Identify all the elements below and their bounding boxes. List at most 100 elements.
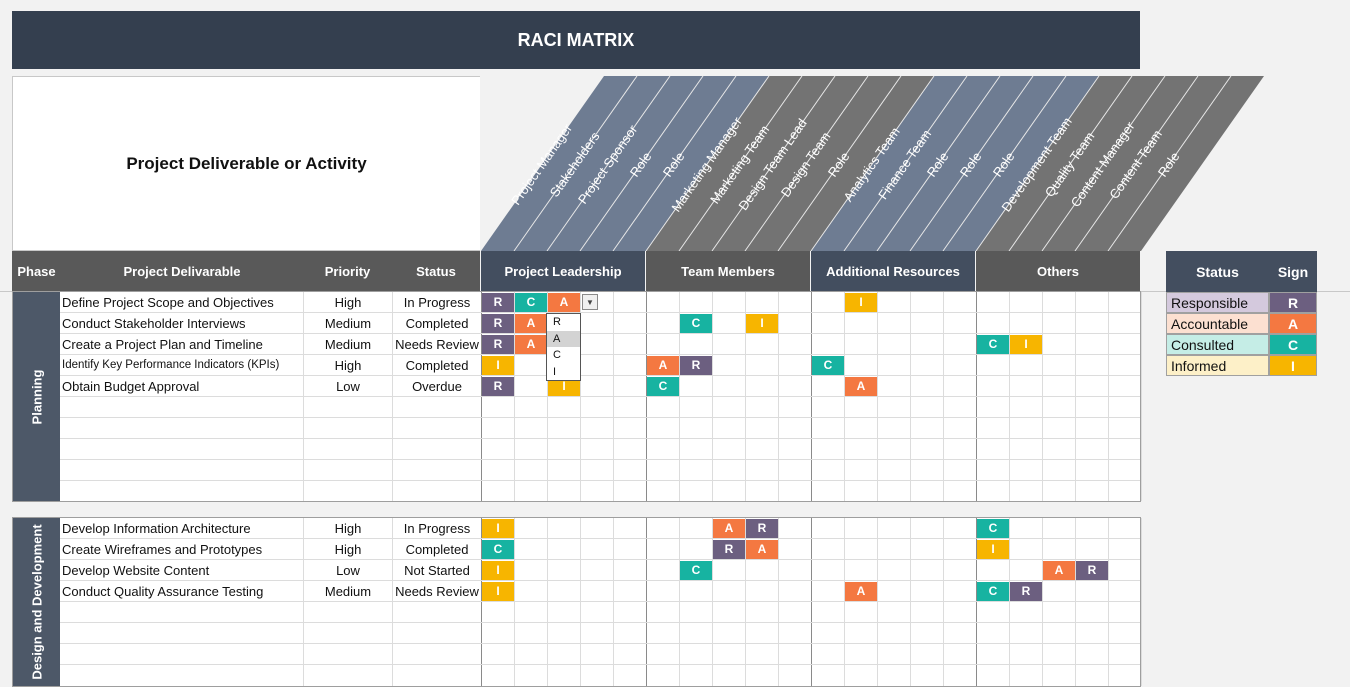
legend: Status Sign Responsible R Accountable A Cons… (1166, 251, 1317, 376)
raci-badge[interactable]: A (515, 335, 547, 354)
raci-badge[interactable]: I (482, 561, 514, 580)
priority-cell[interactable]: High (334, 295, 362, 310)
raci-badge[interactable]: I (1010, 335, 1042, 354)
role-divider (909, 75, 1034, 252)
status-cell[interactable]: Overdue (412, 379, 462, 394)
raci-badge[interactable]: I (482, 582, 514, 601)
raci-badge[interactable]: A (713, 519, 745, 538)
deliverable-cell[interactable]: Develop Information Architecture (62, 521, 251, 536)
status-cell[interactable]: Completed (405, 316, 469, 331)
grid-vline (778, 518, 779, 686)
grid-vline (712, 518, 713, 686)
priority-cell[interactable]: Medium (324, 316, 372, 331)
status-cell[interactable]: Needs Review (395, 337, 479, 352)
legend-sign: R (1269, 292, 1317, 313)
deliverable-cell[interactable]: Define Project Scope and Objectives (62, 295, 274, 310)
phase-label: Planning (29, 369, 44, 424)
legend-status-header: Status (1166, 251, 1269, 292)
raci-badge[interactable]: C (977, 519, 1009, 538)
raci-badge[interactable]: I (845, 293, 877, 312)
priority-cell[interactable]: Medium (324, 584, 372, 599)
raci-badge[interactable]: A (845, 582, 877, 601)
raci-badge[interactable]: R (482, 314, 514, 333)
raci-badge[interactable]: R (482, 293, 514, 312)
priority-cell[interactable]: Medium (324, 337, 372, 352)
priority-cell[interactable]: High (334, 521, 362, 536)
role-divider (843, 75, 968, 252)
role-divider (777, 75, 902, 252)
col-phase-header: Phase (12, 251, 61, 292)
priority-cell[interactable]: High (334, 358, 362, 373)
grid-hline (60, 333, 1140, 334)
raci-badge[interactable]: R (482, 335, 514, 354)
raci-badge[interactable]: C (680, 561, 712, 580)
status-cell[interactable]: Completed (405, 542, 469, 557)
deliverable-cell[interactable]: Identify Key Performance Indicators (KPI… (62, 359, 280, 371)
status-cell[interactable]: Needs Review (395, 584, 479, 599)
raci-badge[interactable]: A (845, 377, 877, 396)
role-divider (612, 75, 737, 252)
grid-vline (303, 518, 304, 686)
priority-cell[interactable]: High (334, 542, 362, 557)
raci-badge[interactable]: C (482, 540, 514, 559)
role-group-band (481, 76, 769, 251)
deliverable-cell[interactable]: Create a Project Plan and Timeline (62, 337, 263, 352)
raci-badge[interactable]: R (1010, 582, 1042, 601)
raci-badge[interactable]: A (746, 540, 778, 559)
dropdown-option[interactable]: A (547, 330, 580, 347)
raci-badge[interactable]: R (482, 377, 514, 396)
priority-cell[interactable]: Low (336, 379, 360, 394)
raci-badge[interactable]: A (548, 293, 580, 312)
raci-badge[interactable]: C (680, 314, 712, 333)
raci-badge[interactable]: I (746, 314, 778, 333)
raci-badge[interactable]: R (713, 540, 745, 559)
raci-badge[interactable]: A (1043, 561, 1075, 580)
dropdown-arrow-icon[interactable]: ▼ (582, 294, 598, 310)
phase-block-design: Design and Development Develop Informatio… (12, 517, 1142, 687)
raci-badge[interactable]: R (746, 519, 778, 538)
role-divider (678, 75, 803, 252)
status-cell[interactable]: Completed (405, 358, 469, 373)
dropdown-option[interactable]: C (553, 349, 561, 361)
raci-badge[interactable]: C (647, 377, 679, 396)
status-cell[interactable]: Not Started (404, 563, 470, 578)
grid-vline (580, 518, 581, 686)
raci-badge[interactable]: R (680, 356, 712, 375)
raci-badge[interactable]: I (482, 356, 514, 375)
raci-badge[interactable]: C (977, 335, 1009, 354)
deliverable-cell[interactable]: Conduct Stakeholder Interviews (62, 316, 246, 331)
priority-cell[interactable]: Low (336, 563, 360, 578)
raci-badge[interactable]: C (515, 293, 547, 312)
grid-vline (613, 518, 614, 686)
grid-hline (60, 459, 1140, 460)
legend-label: Consulted (1166, 334, 1269, 355)
deliverable-cell[interactable]: Obtain Budget Approval (62, 379, 200, 394)
raci-badge[interactable]: C (812, 356, 844, 375)
role-divider (876, 75, 1001, 252)
deliverable-cell[interactable]: Conduct Quality Assurance Testing (62, 584, 264, 599)
dropdown-option[interactable]: I (553, 365, 557, 378)
raci-badge[interactable]: C (977, 582, 1009, 601)
deliverable-cell[interactable]: Create Wireframes and Prototypes (62, 542, 263, 557)
status-cell[interactable]: In Progress (403, 521, 471, 536)
grid-hline (60, 417, 1140, 418)
grid-vline (514, 518, 515, 686)
grid-hline (60, 622, 1140, 623)
grid-vline (877, 518, 878, 686)
grid-hline (60, 396, 1140, 397)
raci-badge[interactable]: I (977, 540, 1009, 559)
dropdown-option[interactable]: R (553, 316, 561, 328)
raci-badge[interactable]: I (482, 519, 514, 538)
raci-badge[interactable]: A (515, 314, 547, 333)
raci-badge[interactable]: I (548, 377, 580, 396)
deliverable-cell[interactable]: Develop Website Content (62, 563, 210, 578)
col-deliverable-header: Project Delivarable (61, 251, 303, 292)
grid-hline (60, 580, 1140, 581)
role-divider (810, 75, 935, 252)
status-cell[interactable]: In Progress (403, 295, 471, 310)
raci-badge[interactable]: A (647, 356, 679, 375)
grid-hline (60, 601, 1140, 602)
raci-badge[interactable]: R (1076, 561, 1108, 580)
role-divider (1041, 75, 1166, 252)
